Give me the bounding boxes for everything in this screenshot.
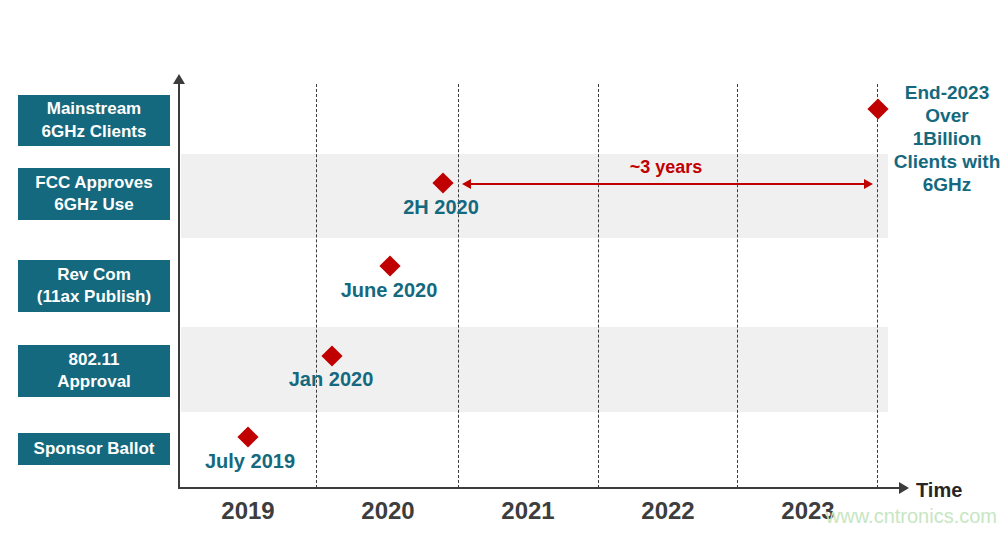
x-tick-2021: 2021 [501, 497, 554, 525]
category-box-802-11-approval: 802.11 Approval [18, 345, 170, 397]
row-band-802-11 [181, 327, 888, 412]
category-box-mainstream-6ghz-clients: Mainstream 6GHz Clients [18, 95, 170, 146]
range-arrow-right-head-icon [864, 179, 873, 189]
y-axis [178, 83, 180, 488]
gridline-2020 [316, 84, 317, 488]
milestone-label-june-2020: June 2020 [341, 279, 438, 302]
range-arrow-label: ~3 years [630, 157, 703, 178]
gridline-2021 [458, 84, 459, 488]
category-box-sponsor-ballot: Sponsor Ballot [18, 433, 170, 465]
timeline-chart: Mainstream 6GHz Clients FCC Approves 6GH… [0, 0, 1007, 534]
x-axis [178, 487, 900, 489]
milestone-note-end-2023: End-2023 Over 1Billion Clients with 6GHz [891, 81, 1003, 196]
category-box-rev-com-11ax-publish: Rev Com (11ax Publish) [18, 260, 170, 312]
y-axis-arrow-icon [173, 74, 185, 84]
range-arrow-left-head-icon [462, 179, 471, 189]
watermark: www.cntronics.com [826, 505, 997, 528]
milestone-label-2h-2020: 2H 2020 [403, 196, 479, 219]
gridline-2023 [737, 84, 738, 488]
range-arrow-line [470, 183, 866, 185]
milestone-marker-end-2023 [867, 98, 888, 119]
milestone-label-july-2019: July 2019 [205, 450, 295, 473]
x-tick-2020: 2020 [361, 497, 414, 525]
milestone-label-jan-2020: Jan 2020 [289, 368, 374, 391]
gridline-2022 [598, 84, 599, 488]
x-tick-2022: 2022 [641, 497, 694, 525]
milestone-marker-june-2020 [379, 255, 400, 276]
x-axis-title: Time [916, 479, 962, 502]
category-box-fcc-approves-6ghz-use: FCC Approves 6GHz Use [18, 168, 170, 220]
milestone-marker-july-2019 [237, 426, 258, 447]
row-band-fcc [181, 154, 888, 238]
x-tick-2019: 2019 [221, 497, 274, 525]
gridline-2024 [877, 84, 878, 488]
x-axis-arrow-icon [899, 482, 909, 494]
